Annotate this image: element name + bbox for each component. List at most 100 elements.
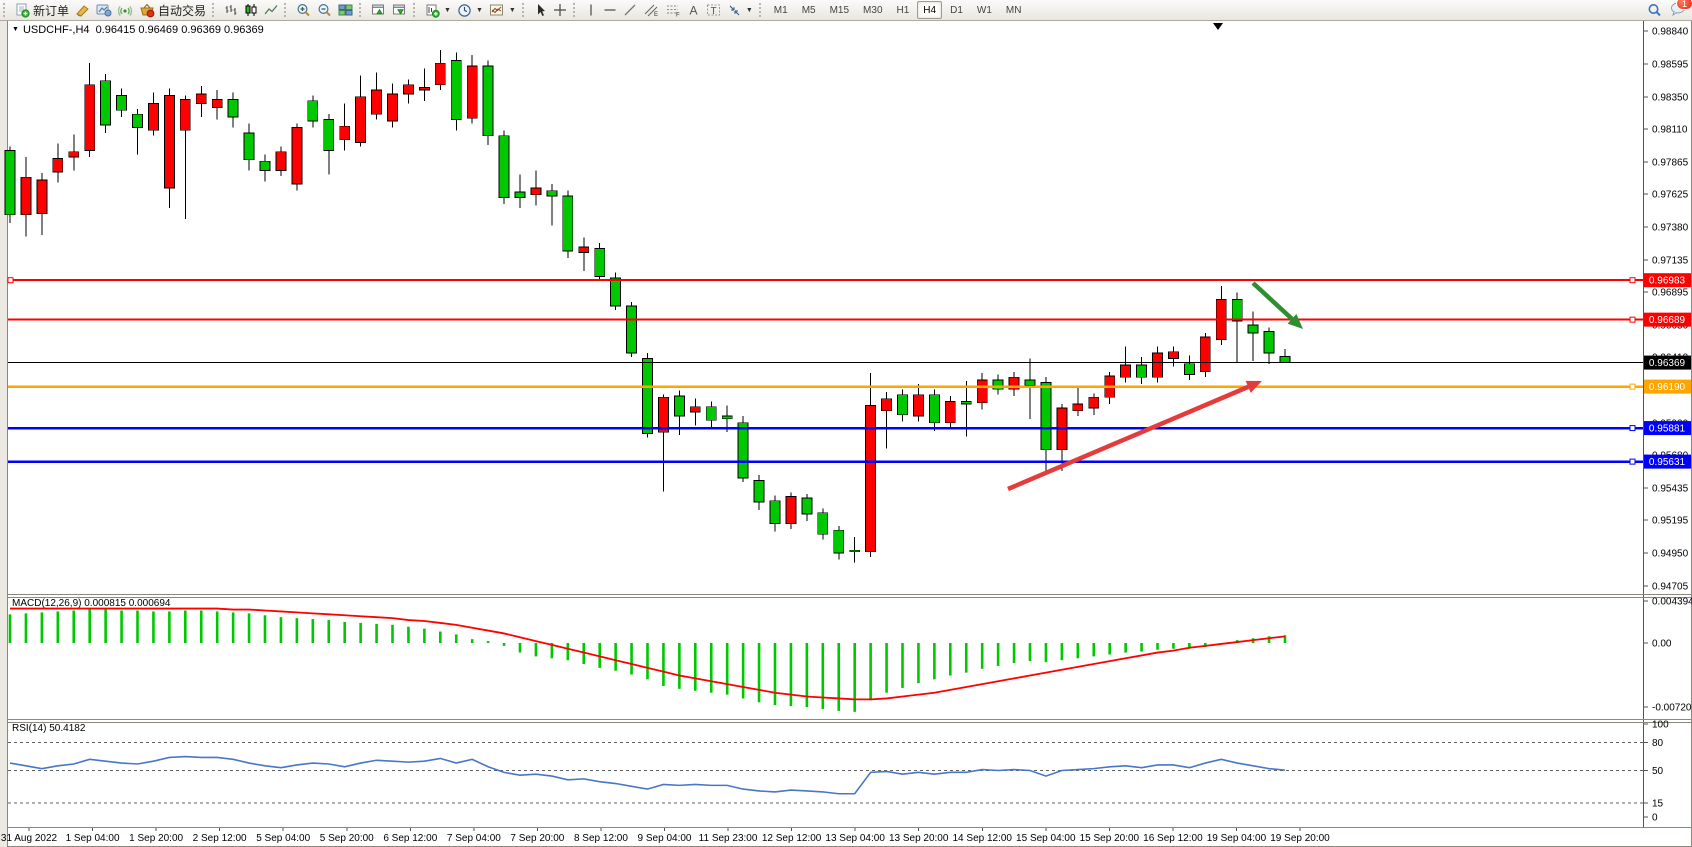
- level-handle[interactable]: [1629, 425, 1636, 432]
- time-tick-label: 16 Sep 12:00: [1143, 833, 1203, 844]
- timeframe-m30[interactable]: M30: [863, 4, 883, 16]
- macd-histogram-bar: [423, 628, 426, 643]
- level-handle[interactable]: [7, 277, 14, 284]
- level-handle[interactable]: [1629, 383, 1636, 390]
- green-down-arrow-head[interactable]: [1287, 314, 1303, 329]
- candle-body: [307, 100, 319, 122]
- vertical-line-tool[interactable]: [582, 1, 600, 19]
- arrange-windows-button[interactable]: [389, 1, 410, 19]
- chevron-down-icon: ▼: [444, 6, 451, 14]
- macd-histogram-bar: [56, 611, 60, 643]
- horizontal-line-icon: [604, 9, 616, 11]
- level-handle[interactable]: [1629, 316, 1636, 323]
- time-tick-label: 15 Sep 04:00: [1016, 833, 1076, 844]
- candle-body: [1072, 403, 1084, 412]
- chevron-down-icon: ▼: [475, 6, 483, 14]
- macd-histogram-bar: [152, 611, 155, 643]
- zoom-out-button[interactable]: [314, 1, 335, 19]
- candle-body: [291, 127, 303, 185]
- macd-histogram-bar: [725, 643, 729, 695]
- arrows-tool[interactable]: ▼: [724, 1, 756, 19]
- macd-histogram-bar: [678, 643, 681, 689]
- trendline-tool[interactable]: [620, 1, 640, 19]
- search-icon[interactable]: [1647, 3, 1662, 18]
- macd-histogram-bar: [1140, 643, 1143, 652]
- rsi-tick-label: 0: [1652, 813, 1658, 824]
- line-chart-button[interactable]: [261, 1, 281, 19]
- chat-button[interactable]: 1: [1670, 0, 1692, 19]
- candle-body: [913, 394, 924, 417]
- tile-windows-button[interactable]: [335, 1, 356, 19]
- svg-text:F: F: [676, 13, 680, 18]
- candle-body: [833, 529, 845, 554]
- periods-button[interactable]: ▼: [454, 1, 486, 19]
- styles-button[interactable]: [72, 1, 93, 19]
- macd-histogram-bar: [550, 643, 554, 659]
- red-up-arrow-head[interactable]: [1245, 380, 1262, 393]
- macd-histogram-bar: [1060, 643, 1064, 661]
- macd-histogram-bar: [470, 639, 474, 643]
- macd-histogram-bar: [805, 643, 809, 708]
- zoom-in-button[interactable]: [293, 1, 314, 19]
- bar-chart-button[interactable]: [221, 1, 241, 19]
- text-tool[interactable]: A: [684, 1, 703, 19]
- timeframe-h1[interactable]: H1: [896, 4, 910, 16]
- candle-body: [355, 96, 367, 143]
- auto-trading-button[interactable]: 自动交易: [136, 1, 209, 19]
- new-order-button[interactable]: 新订单: [12, 1, 72, 19]
- templates-button[interactable]: ▼: [486, 1, 519, 19]
- chart-symbol: USDCHF-,H4: [22, 24, 90, 36]
- macd-histogram-bar: [853, 643, 856, 712]
- level-handle[interactable]: [1629, 277, 1636, 284]
- candle-body: [450, 60, 462, 120]
- time-tick-label: 1 Sep 04:00: [66, 833, 120, 844]
- level-handle[interactable]: [1629, 458, 1636, 465]
- timeframe-m15[interactable]: M15: [829, 4, 850, 16]
- candle-body: [626, 305, 637, 354]
- macd-histogram-bar: [662, 643, 665, 687]
- vertical-line-icon: [590, 4, 592, 16]
- timeframe-h4[interactable]: H4: [917, 1, 943, 19]
- time-tick-label: 2 Sep 12:00: [193, 833, 247, 844]
- macd-histogram-bar: [199, 610, 203, 643]
- cascade-windows-button[interactable]: [368, 1, 389, 19]
- collapse-triangle-icon[interactable]: ▼: [12, 26, 19, 33]
- macd-histogram-bar: [231, 612, 235, 643]
- timeframe-d1[interactable]: D1: [950, 4, 963, 16]
- timeframe-m5[interactable]: M5: [801, 4, 816, 16]
- red-up-arrow[interactable]: [1007, 384, 1250, 492]
- candle-body: [371, 89, 382, 115]
- green-down-arrow[interactable]: [1251, 281, 1294, 321]
- horizontal-line-tool[interactable]: [600, 1, 620, 19]
- new-chart-button[interactable]: ▼: [422, 1, 454, 19]
- candle-body: [514, 191, 526, 198]
- fibonacci-tool[interactable]: F: [662, 1, 684, 19]
- macd-histogram-bar: [1267, 636, 1271, 643]
- timeframe-m1[interactable]: M1: [773, 4, 788, 16]
- candle-body: [195, 93, 207, 104]
- candlestick-chart-button[interactable]: [241, 1, 261, 19]
- chart-shift-marker-icon[interactable]: [1213, 23, 1223, 30]
- candle-body: [1183, 363, 1195, 375]
- candle-body: [673, 395, 685, 417]
- timeframe-mn[interactable]: MN: [1005, 4, 1022, 16]
- profiles-button[interactable]: [93, 1, 115, 19]
- time-tick-label: 5 Sep 20:00: [320, 833, 374, 844]
- candle-body: [1247, 324, 1259, 334]
- cursor-tool-button[interactable]: [531, 1, 550, 19]
- macd-histogram-bar: [901, 643, 904, 688]
- macd-histogram-bar: [454, 634, 458, 643]
- equidistant-channel-tool[interactable]: E: [640, 1, 662, 19]
- label-tool[interactable]: T: [703, 1, 724, 19]
- signals-button[interactable]: [115, 1, 136, 19]
- candle-body: [1024, 379, 1036, 386]
- crosshair-tool-button[interactable]: [550, 1, 570, 19]
- time-tick-label: 13 Sep 04:00: [825, 833, 885, 844]
- macd-histogram-bar: [120, 610, 123, 643]
- bar-chart-icon: [225, 5, 237, 15]
- timeframe-w1[interactable]: W1: [976, 4, 992, 16]
- clock-icon: [458, 3, 471, 17]
- macd-histogram-bar: [439, 631, 442, 643]
- price-tick-label: 0.98595: [1652, 59, 1689, 70]
